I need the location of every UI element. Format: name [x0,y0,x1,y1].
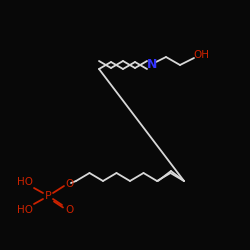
Text: HO: HO [17,177,33,187]
Text: OH: OH [193,50,209,60]
Text: O: O [66,205,74,215]
Text: N: N [147,58,157,71]
Text: HO: HO [17,205,33,215]
Text: P: P [44,191,52,201]
Text: O: O [65,179,73,189]
